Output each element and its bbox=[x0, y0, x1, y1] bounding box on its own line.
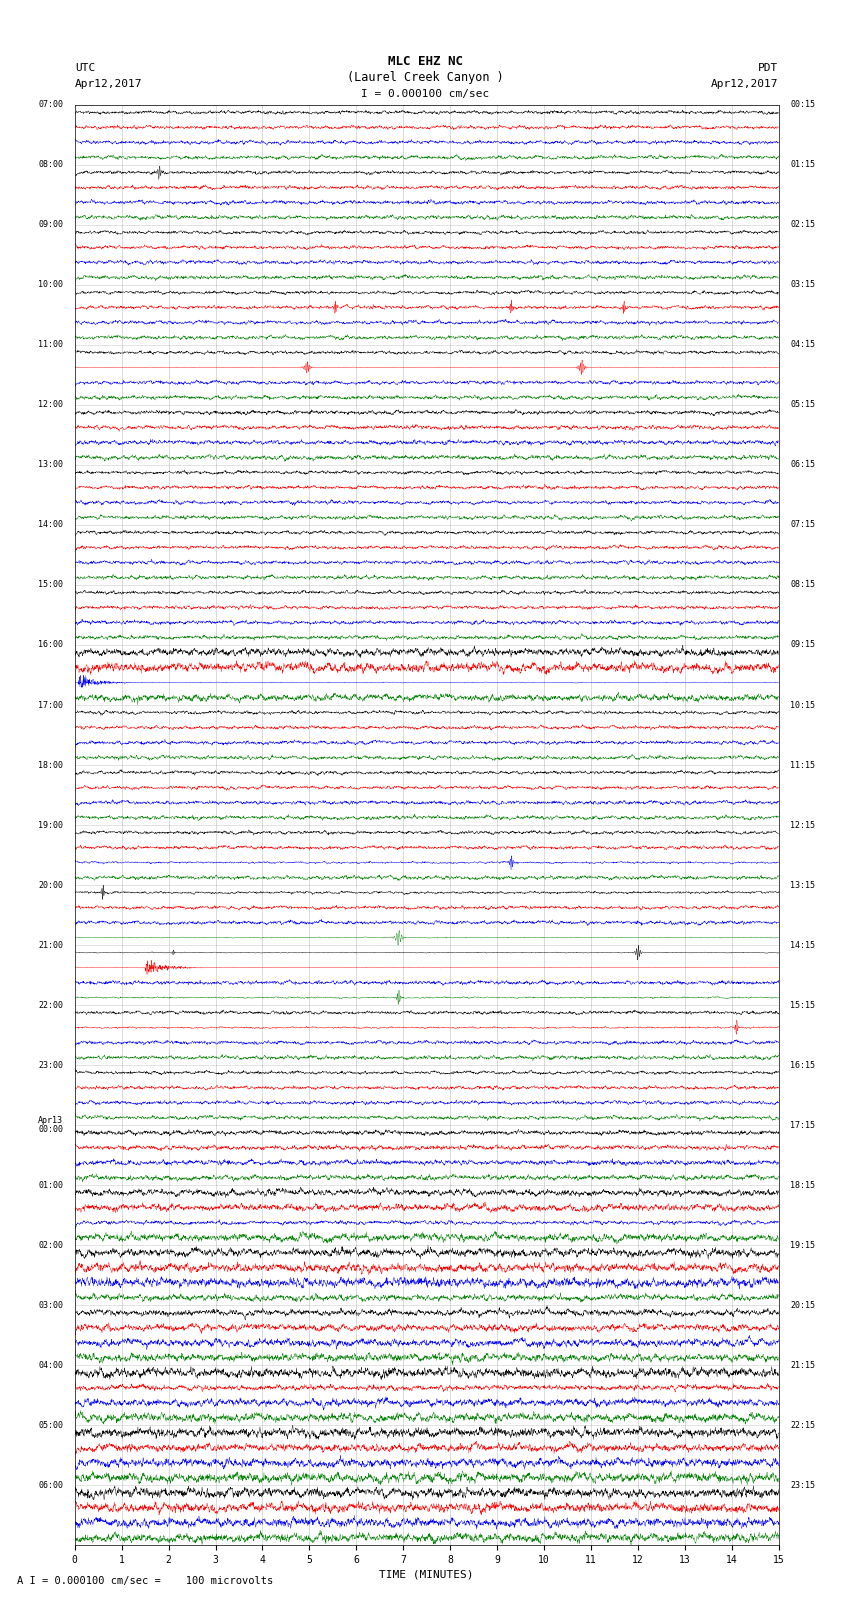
Text: 15:00: 15:00 bbox=[38, 581, 63, 589]
Text: 03:00: 03:00 bbox=[38, 1300, 63, 1310]
Text: 02:15: 02:15 bbox=[790, 221, 815, 229]
Text: 10:15: 10:15 bbox=[790, 700, 815, 710]
Text: 03:15: 03:15 bbox=[790, 281, 815, 289]
Text: 08:00: 08:00 bbox=[38, 160, 63, 169]
Text: PDT: PDT bbox=[758, 63, 779, 73]
Text: 09:00: 09:00 bbox=[38, 221, 63, 229]
Text: 07:15: 07:15 bbox=[790, 521, 815, 529]
Text: 06:15: 06:15 bbox=[790, 460, 815, 469]
Text: 20:15: 20:15 bbox=[790, 1300, 815, 1310]
Text: 18:00: 18:00 bbox=[38, 761, 63, 769]
Text: UTC: UTC bbox=[75, 63, 95, 73]
Text: 15:15: 15:15 bbox=[790, 1000, 815, 1010]
Text: I = 0.000100 cm/sec: I = 0.000100 cm/sec bbox=[361, 89, 489, 98]
Text: 22:00: 22:00 bbox=[38, 1000, 63, 1010]
Text: 05:15: 05:15 bbox=[790, 400, 815, 410]
Text: 18:15: 18:15 bbox=[790, 1181, 815, 1190]
Text: 04:00: 04:00 bbox=[38, 1361, 63, 1369]
Text: 16:00: 16:00 bbox=[38, 640, 63, 650]
Text: 19:15: 19:15 bbox=[790, 1240, 815, 1250]
X-axis label: TIME (MINUTES): TIME (MINUTES) bbox=[379, 1569, 474, 1579]
Text: 11:15: 11:15 bbox=[790, 761, 815, 769]
Text: 23:00: 23:00 bbox=[38, 1061, 63, 1069]
Text: 13:15: 13:15 bbox=[790, 881, 815, 889]
Text: Apr13: Apr13 bbox=[38, 1116, 63, 1126]
Text: 17:15: 17:15 bbox=[790, 1121, 815, 1129]
Text: 01:15: 01:15 bbox=[790, 160, 815, 169]
Text: 07:00: 07:00 bbox=[38, 100, 63, 110]
Text: 13:00: 13:00 bbox=[38, 460, 63, 469]
Text: Apr12,2017: Apr12,2017 bbox=[75, 79, 142, 89]
Text: 08:15: 08:15 bbox=[790, 581, 815, 589]
Text: 21:00: 21:00 bbox=[38, 940, 63, 950]
Text: (Laurel Creek Canyon ): (Laurel Creek Canyon ) bbox=[347, 71, 503, 84]
Text: 22:15: 22:15 bbox=[790, 1421, 815, 1429]
Text: 01:00: 01:00 bbox=[38, 1181, 63, 1190]
Text: 00:15: 00:15 bbox=[790, 100, 815, 110]
Text: 09:15: 09:15 bbox=[790, 640, 815, 650]
Text: 12:00: 12:00 bbox=[38, 400, 63, 410]
Text: 20:00: 20:00 bbox=[38, 881, 63, 889]
Text: 17:00: 17:00 bbox=[38, 700, 63, 710]
Text: 02:00: 02:00 bbox=[38, 1240, 63, 1250]
Text: 16:15: 16:15 bbox=[790, 1061, 815, 1069]
Text: 14:00: 14:00 bbox=[38, 521, 63, 529]
Text: 06:00: 06:00 bbox=[38, 1481, 63, 1490]
Text: 21:15: 21:15 bbox=[790, 1361, 815, 1369]
Text: 14:15: 14:15 bbox=[790, 940, 815, 950]
Text: MLC EHZ NC: MLC EHZ NC bbox=[388, 55, 462, 68]
Text: 00:00: 00:00 bbox=[38, 1126, 63, 1134]
Text: Apr12,2017: Apr12,2017 bbox=[711, 79, 779, 89]
Text: A I = 0.000100 cm/sec =    100 microvolts: A I = 0.000100 cm/sec = 100 microvolts bbox=[17, 1576, 273, 1586]
Text: 12:15: 12:15 bbox=[790, 821, 815, 829]
Text: 11:00: 11:00 bbox=[38, 340, 63, 350]
Text: 23:15: 23:15 bbox=[790, 1481, 815, 1490]
Text: 05:00: 05:00 bbox=[38, 1421, 63, 1429]
Text: 04:15: 04:15 bbox=[790, 340, 815, 350]
Text: 19:00: 19:00 bbox=[38, 821, 63, 829]
Text: 10:00: 10:00 bbox=[38, 281, 63, 289]
